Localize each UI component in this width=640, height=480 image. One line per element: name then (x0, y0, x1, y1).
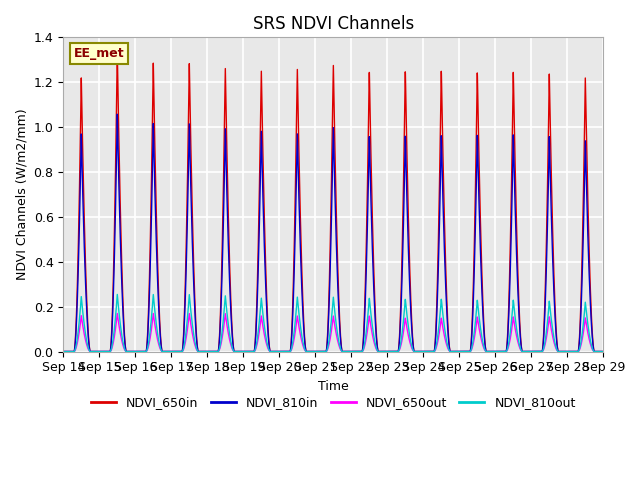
Legend: NDVI_650in, NDVI_810in, NDVI_650out, NDVI_810out: NDVI_650in, NDVI_810in, NDVI_650out, NDV… (86, 391, 580, 414)
Title: SRS NDVI Channels: SRS NDVI Channels (253, 15, 414, 33)
X-axis label: Time: Time (318, 380, 349, 393)
Text: EE_met: EE_met (74, 47, 125, 60)
Y-axis label: NDVI Channels (W/m2/mm): NDVI Channels (W/m2/mm) (15, 108, 28, 280)
